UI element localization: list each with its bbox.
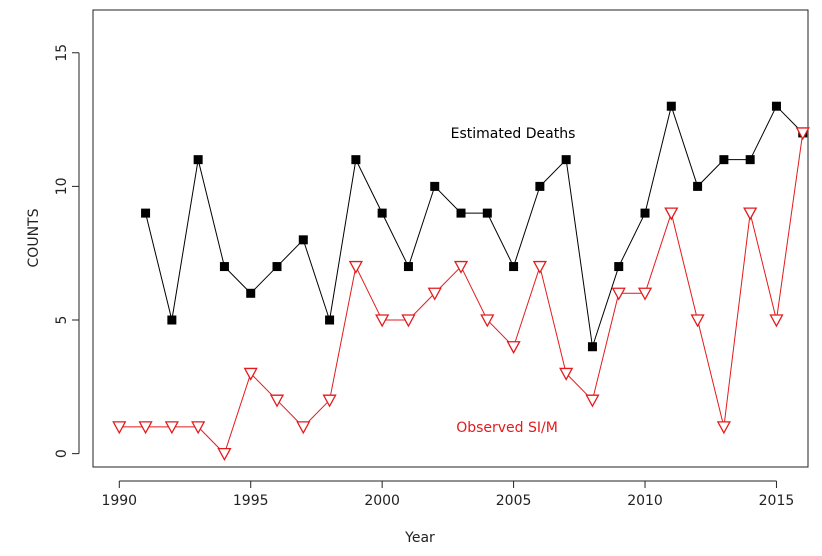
y-axis-label: COUNTS	[26, 208, 42, 267]
point	[482, 208, 492, 218]
point	[611, 287, 626, 301]
point	[112, 421, 127, 435]
point	[193, 155, 203, 165]
point	[614, 262, 624, 272]
point	[141, 208, 151, 218]
point	[377, 208, 387, 218]
point	[296, 421, 311, 435]
point	[509, 262, 519, 272]
point	[167, 315, 177, 325]
point	[298, 235, 308, 245]
y-tick-label: 5	[54, 316, 70, 325]
series-label: Estimated Deaths	[451, 126, 576, 142]
point	[269, 394, 285, 408]
point	[191, 421, 206, 435]
x-axis-label: Year	[404, 530, 435, 546]
point	[640, 208, 650, 218]
point	[743, 207, 758, 221]
series-label: Observed SI/M	[456, 420, 558, 436]
point	[272, 262, 282, 272]
point	[559, 367, 574, 381]
point	[719, 155, 729, 165]
point	[217, 447, 232, 461]
point	[771, 101, 781, 111]
point	[453, 260, 469, 274]
point	[375, 314, 390, 328]
y-tick-label: 15	[54, 44, 70, 62]
x-tick-label: 2005	[496, 493, 532, 509]
point	[532, 260, 547, 274]
point	[693, 181, 703, 191]
point	[325, 315, 335, 325]
y-tick-label: 10	[54, 177, 70, 195]
point	[795, 127, 810, 141]
point	[745, 155, 755, 165]
point	[164, 421, 179, 435]
series-line	[145, 104, 804, 347]
point	[138, 421, 153, 435]
plot-box	[92, 9, 809, 468]
series-line	[119, 132, 804, 455]
point	[246, 288, 256, 298]
x-tick-label: 2000	[364, 493, 400, 509]
point	[456, 208, 466, 218]
point	[403, 262, 413, 272]
point	[585, 394, 600, 408]
point	[716, 421, 731, 435]
point	[322, 394, 337, 408]
point	[219, 262, 229, 272]
point	[561, 155, 571, 165]
x-tick-label: 2015	[759, 493, 795, 509]
point	[430, 181, 440, 191]
point	[664, 207, 679, 221]
point	[348, 260, 363, 274]
point	[769, 314, 784, 328]
x-tick-label: 1990	[101, 493, 137, 509]
point	[506, 341, 521, 355]
point	[351, 155, 361, 165]
point	[535, 181, 545, 191]
point	[587, 342, 597, 352]
point	[480, 314, 495, 328]
x-tick-label: 2010	[627, 493, 663, 509]
point	[666, 101, 676, 111]
y-tick-label: 0	[54, 449, 70, 458]
point	[690, 314, 705, 328]
point	[427, 287, 442, 301]
point	[243, 367, 258, 381]
point	[401, 314, 416, 328]
x-tick-label: 1995	[233, 493, 269, 509]
point	[637, 287, 653, 301]
